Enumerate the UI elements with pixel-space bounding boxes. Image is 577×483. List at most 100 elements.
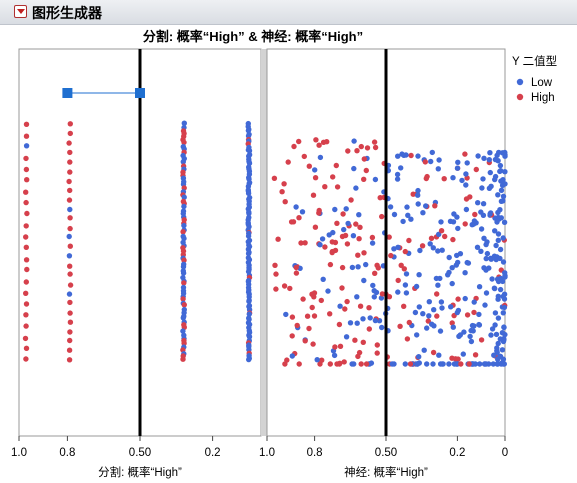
data-point[interactable] xyxy=(454,309,460,316)
data-point[interactable] xyxy=(363,167,369,174)
data-point[interactable] xyxy=(369,234,376,241)
data-point[interactable] xyxy=(472,352,479,358)
data-point[interactable] xyxy=(429,321,435,327)
data-point[interactable] xyxy=(500,177,506,183)
data-point[interactable] xyxy=(455,159,461,165)
data-point[interactable] xyxy=(492,285,498,292)
data-point[interactable] xyxy=(435,282,441,288)
data-point[interactable] xyxy=(320,139,327,145)
data-point[interactable] xyxy=(453,361,459,367)
data-point[interactable] xyxy=(495,293,501,299)
data-point[interactable] xyxy=(464,160,470,166)
data-point[interactable] xyxy=(360,339,366,345)
data-point[interactable] xyxy=(483,241,489,248)
data-point[interactable] xyxy=(246,334,253,340)
data-point[interactable] xyxy=(430,349,437,356)
data-point[interactable] xyxy=(449,355,455,361)
data-point[interactable] xyxy=(358,361,364,367)
data-point[interactable] xyxy=(293,204,299,210)
data-point[interactable] xyxy=(476,311,482,318)
data-point[interactable] xyxy=(437,328,444,334)
data-point[interactable] xyxy=(474,244,481,250)
data-point[interactable] xyxy=(354,294,360,300)
data-point[interactable] xyxy=(302,338,308,344)
data-point[interactable] xyxy=(304,313,311,319)
data-point[interactable] xyxy=(415,187,421,194)
data-point[interactable] xyxy=(355,353,361,360)
data-point[interactable] xyxy=(246,160,253,166)
data-point[interactable] xyxy=(66,253,73,259)
data-point[interactable] xyxy=(341,359,347,365)
data-point[interactable] xyxy=(394,171,401,178)
data-point[interactable] xyxy=(333,162,339,169)
data-point[interactable] xyxy=(451,211,457,217)
data-point[interactable] xyxy=(374,350,380,356)
data-point[interactable] xyxy=(329,249,335,256)
data-point[interactable] xyxy=(284,357,290,363)
data-point[interactable] xyxy=(180,328,186,334)
data-point[interactable] xyxy=(339,264,346,271)
data-point[interactable] xyxy=(67,337,73,344)
data-point[interactable] xyxy=(273,271,279,277)
data-point[interactable] xyxy=(402,361,408,367)
data-point[interactable] xyxy=(352,337,358,343)
data-point[interactable] xyxy=(479,185,485,191)
data-point[interactable] xyxy=(363,361,370,367)
data-point[interactable] xyxy=(246,298,252,304)
data-point[interactable] xyxy=(298,240,304,246)
data-point[interactable] xyxy=(290,219,297,225)
data-point[interactable] xyxy=(316,207,322,214)
data-point[interactable] xyxy=(306,325,312,332)
data-point[interactable] xyxy=(322,184,328,190)
data-point[interactable] xyxy=(281,283,288,289)
data-point[interactable] xyxy=(245,190,252,196)
data-point[interactable] xyxy=(342,232,349,239)
data-point[interactable] xyxy=(462,221,468,227)
data-point[interactable] xyxy=(340,211,346,217)
data-point[interactable] xyxy=(67,121,74,127)
data-point[interactable] xyxy=(476,321,482,328)
data-point[interactable] xyxy=(500,193,507,199)
data-point[interactable] xyxy=(246,148,253,154)
data-point[interactable] xyxy=(461,329,467,335)
data-point[interactable] xyxy=(372,317,379,324)
data-point[interactable] xyxy=(67,215,73,221)
data-point[interactable] xyxy=(363,261,369,268)
data-point[interactable] xyxy=(481,361,488,367)
data-point[interactable] xyxy=(66,197,73,203)
data-point[interactable] xyxy=(463,182,469,188)
data-point[interactable] xyxy=(354,320,360,326)
data-point[interactable] xyxy=(448,304,454,310)
data-point[interactable] xyxy=(181,194,187,200)
data-point[interactable] xyxy=(446,254,452,261)
data-point[interactable] xyxy=(500,259,507,265)
data-point[interactable] xyxy=(348,197,354,203)
data-point[interactable] xyxy=(23,155,29,162)
data-point[interactable] xyxy=(317,361,323,367)
data-point[interactable] xyxy=(23,356,29,362)
data-point[interactable] xyxy=(391,211,398,218)
data-point[interactable] xyxy=(371,288,377,294)
data-point[interactable] xyxy=(422,159,428,165)
data-point[interactable] xyxy=(293,270,300,276)
data-point[interactable] xyxy=(430,245,436,251)
data-point[interactable] xyxy=(23,223,29,229)
data-point[interactable] xyxy=(442,233,448,240)
data-point[interactable] xyxy=(24,177,30,183)
data-point[interactable] xyxy=(492,322,498,328)
disclosure-triangle-icon[interactable] xyxy=(14,5,27,18)
data-point[interactable] xyxy=(66,357,73,363)
data-point[interactable] xyxy=(489,276,495,282)
data-point[interactable] xyxy=(67,299,73,306)
data-point[interactable] xyxy=(350,233,357,239)
data-point[interactable] xyxy=(497,162,504,169)
data-point[interactable] xyxy=(379,213,385,220)
data-point[interactable] xyxy=(351,361,357,367)
data-point[interactable] xyxy=(483,267,489,273)
data-point[interactable] xyxy=(455,296,461,302)
data-point[interactable] xyxy=(458,361,464,367)
data-point[interactable] xyxy=(495,192,501,198)
data-point[interactable] xyxy=(501,324,507,331)
data-point[interactable] xyxy=(486,157,492,163)
data-point[interactable] xyxy=(403,290,410,296)
